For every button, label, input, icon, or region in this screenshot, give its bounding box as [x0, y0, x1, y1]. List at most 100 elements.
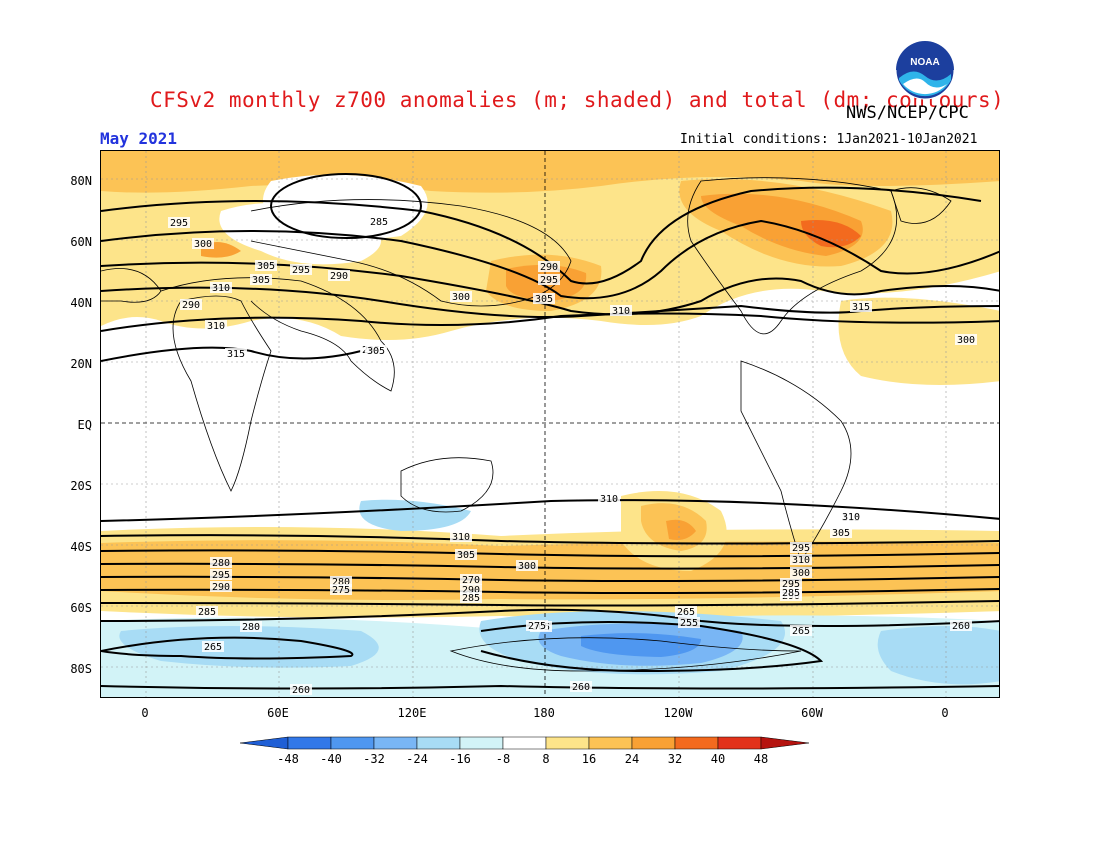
colorbar-swatch — [588, 736, 633, 750]
contour-label-bg — [598, 493, 620, 504]
contour-label-bg — [205, 320, 227, 331]
contour-label-bg — [450, 531, 472, 542]
colorbar-swatch — [631, 736, 676, 750]
contour-label: 295 — [292, 265, 310, 276]
contour-label: 290 — [540, 262, 558, 273]
contour-label: 300 — [792, 568, 810, 579]
contour-label: 265 — [204, 642, 222, 653]
contour-label: 280 — [332, 577, 350, 588]
contour-label: 285 — [462, 593, 480, 604]
anomaly-shade — [581, 633, 701, 657]
lon-label: 60E — [267, 706, 289, 720]
contour-label: 290 — [462, 585, 480, 596]
geopotential-contours — [101, 173, 999, 690]
lon-label: 120E — [397, 706, 427, 720]
contour-label-bg — [365, 345, 387, 356]
contour-label-bg — [368, 216, 390, 227]
contour-label-bg — [950, 620, 972, 631]
contour-label: 305 — [252, 275, 270, 286]
colorbar-label: 40 — [710, 752, 726, 766]
contour-label-bg — [290, 264, 312, 275]
contour-label-bg — [460, 574, 482, 585]
lat-label: 20S — [70, 479, 92, 493]
colorbar-label: 48 — [753, 752, 769, 766]
contour-label-bg — [192, 238, 214, 249]
contour-label-bg — [790, 554, 812, 565]
colorbar-label: -8 — [495, 752, 511, 766]
contour-label: 285 — [370, 217, 388, 228]
contour-label-bg — [533, 293, 555, 304]
contour-label-bg — [678, 617, 700, 628]
contour-label: 305 — [367, 346, 385, 357]
lon-label: 60W — [801, 706, 823, 720]
colorbar-swatch — [760, 736, 810, 750]
colorbar-label: -24 — [406, 752, 428, 766]
contour-label-bg — [168, 217, 190, 228]
colorbar-label: -40 — [320, 752, 342, 766]
contour-label-bg — [516, 560, 538, 571]
lat-label: 40S — [70, 540, 92, 554]
contour-label: 315 — [227, 349, 245, 360]
colorbar-swatch — [330, 736, 375, 750]
anomaly-shade — [877, 626, 999, 685]
contour-label-bg — [455, 549, 477, 560]
lon-label: 120W — [663, 706, 693, 720]
lat-label: 60S — [70, 601, 92, 615]
contour-label: 295 — [792, 543, 810, 554]
colorbar-label: 32 — [667, 752, 683, 766]
contour-label: 280 — [242, 622, 260, 633]
contour-label: 295 — [540, 275, 558, 286]
contour-label-bg — [840, 511, 862, 522]
colorbar-label: 8 — [542, 752, 550, 766]
anomaly-map: 295 300 305 310 315 285 290 295 305 300 290 295 305 3… — [100, 150, 1000, 698]
colorbar-swatch — [240, 736, 289, 750]
colorbar-swatch — [373, 736, 418, 750]
contour-label: 300 — [194, 239, 212, 250]
contour-label: 275 — [332, 585, 350, 596]
lat-label: 80N — [70, 174, 92, 188]
contour-label-bg — [675, 606, 697, 617]
contour-label-bg — [538, 261, 560, 272]
map-title: CFSv2 monthly z700 anomalies (m; shaded)… — [150, 88, 1005, 112]
contour-label: 265 — [792, 626, 810, 637]
contour-label-bg — [180, 299, 202, 310]
contour-label: 265 — [677, 607, 695, 618]
colorbar-swatch — [674, 736, 719, 750]
contour-label: 305 — [832, 528, 850, 539]
contour-label-bg — [790, 542, 812, 553]
contour-label: 295 — [782, 579, 800, 590]
initial-conditions: Initial conditions: 1Jan2021-10Jan2021 — [680, 132, 978, 147]
contour-label: 285 — [782, 588, 800, 599]
contour-label: 300 — [957, 335, 975, 346]
contour-label-bg — [240, 621, 262, 632]
contour-label-bg — [210, 569, 232, 580]
lat-label: EQ — [77, 418, 92, 432]
colorbar-label: 16 — [581, 752, 597, 766]
contour-label-bg — [570, 681, 592, 692]
contour-label: 270 — [462, 575, 480, 586]
lat-label: 80S — [70, 662, 92, 676]
contour-label: 300 — [518, 561, 536, 572]
contour-label-bg — [790, 625, 812, 636]
contour-labels: 2953003053103152852902953053002902953053… — [168, 216, 977, 696]
contour-label: 305 — [257, 261, 275, 272]
contour-label: 295 — [170, 218, 188, 229]
logo-text: NOAA — [910, 57, 939, 68]
colorbar-swatch — [545, 736, 590, 750]
contour-label: 310 — [452, 532, 470, 543]
contour-label-bg — [955, 334, 977, 345]
contour-label: 290 — [182, 300, 200, 311]
contour-label-bg — [202, 641, 224, 652]
colorbar-swatch — [416, 736, 461, 750]
contour-label: 290 — [330, 271, 348, 282]
contour-label: 310 — [612, 306, 630, 317]
contour-label-bg — [225, 348, 247, 359]
contour-label-bg — [460, 592, 482, 603]
contour-label: 310 — [792, 555, 810, 566]
lat-label: 20N — [70, 357, 92, 371]
lon-label: 180 — [533, 706, 555, 720]
contour-label: 255 — [680, 618, 698, 629]
contour-label: 260 — [572, 682, 590, 693]
contour-label: 315 — [852, 302, 870, 313]
contour-label: 310 — [600, 494, 618, 505]
